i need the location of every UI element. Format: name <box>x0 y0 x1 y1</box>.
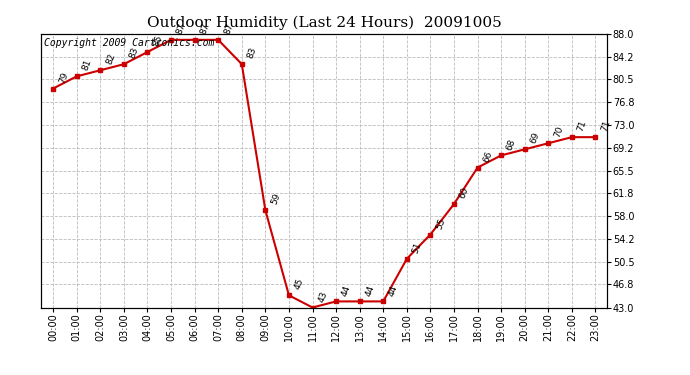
Text: 68: 68 <box>505 137 518 151</box>
Text: 81: 81 <box>81 58 93 72</box>
Text: 71: 71 <box>576 119 589 133</box>
Text: 87: 87 <box>175 22 188 36</box>
Text: 85: 85 <box>152 34 164 48</box>
Text: 66: 66 <box>482 150 494 164</box>
Text: 82: 82 <box>104 53 117 66</box>
Title: Outdoor Humidity (Last 24 Hours)  20091005: Outdoor Humidity (Last 24 Hours) 2009100… <box>147 15 502 30</box>
Text: 44: 44 <box>340 284 353 297</box>
Text: 69: 69 <box>529 131 541 145</box>
Text: 44: 44 <box>387 284 400 297</box>
Text: 87: 87 <box>199 22 211 36</box>
Text: 44: 44 <box>364 284 376 297</box>
Text: 70: 70 <box>553 125 565 139</box>
Text: 83: 83 <box>246 46 258 60</box>
Text: 43: 43 <box>317 290 329 303</box>
Text: 79: 79 <box>57 70 70 84</box>
Text: 87: 87 <box>222 22 235 36</box>
Text: Copyright 2009 Cartronics.com: Copyright 2009 Cartronics.com <box>44 38 215 48</box>
Text: 45: 45 <box>293 278 306 291</box>
Text: 59: 59 <box>270 192 282 206</box>
Text: 60: 60 <box>458 186 471 200</box>
Text: 51: 51 <box>411 241 424 255</box>
Text: 83: 83 <box>128 46 141 60</box>
Text: 71: 71 <box>600 119 612 133</box>
Text: 55: 55 <box>435 216 447 230</box>
